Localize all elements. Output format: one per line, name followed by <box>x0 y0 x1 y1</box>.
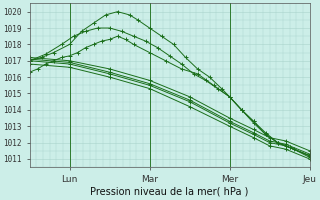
X-axis label: Pression niveau de la mer( hPa ): Pression niveau de la mer( hPa ) <box>90 187 249 197</box>
